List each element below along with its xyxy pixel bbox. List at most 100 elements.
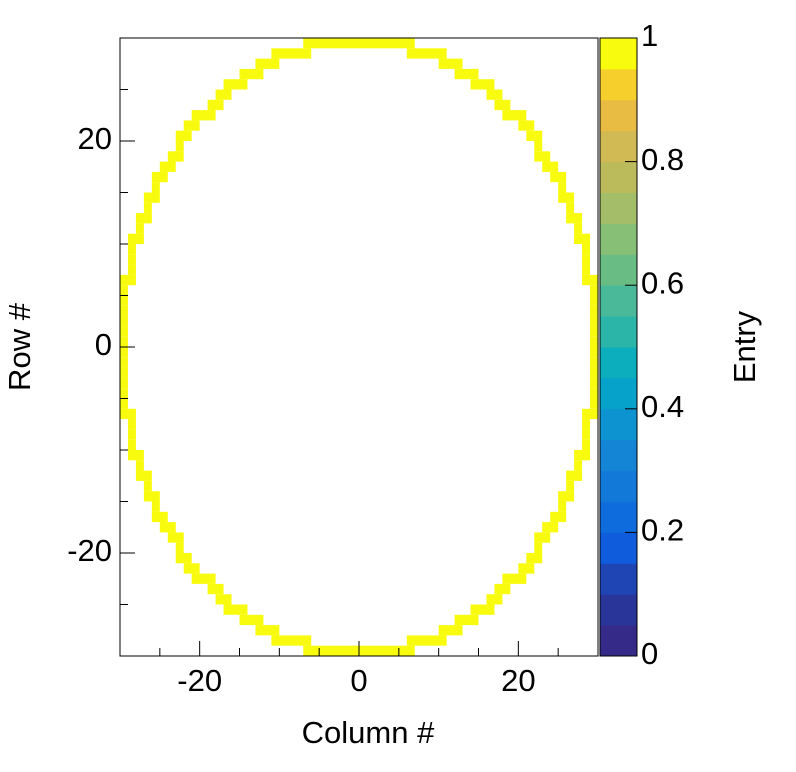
cell-run <box>590 367 598 378</box>
cell-run <box>534 141 543 152</box>
cell-run <box>438 625 463 636</box>
cell-run <box>590 398 598 409</box>
cell-run <box>151 182 160 193</box>
cell-run <box>127 439 136 450</box>
cell-run <box>502 573 527 584</box>
z-tick-label: 0.8 <box>641 142 684 177</box>
cell-run <box>143 480 152 492</box>
cell-run <box>255 625 280 636</box>
cell-run <box>590 357 598 368</box>
cell-run <box>127 233 144 244</box>
z-axis-label: Entry <box>727 310 762 383</box>
cell-run <box>127 264 136 275</box>
cell-run <box>127 254 136 265</box>
cell-run <box>215 89 232 100</box>
cell-run <box>135 213 152 224</box>
color-bin <box>600 532 637 564</box>
color-bin <box>600 38 637 70</box>
cell-run <box>207 583 224 595</box>
y-tick-label: 0 <box>95 327 112 362</box>
cell-run <box>127 419 136 430</box>
cell-run <box>518 120 535 131</box>
cell-run <box>582 244 591 255</box>
cell-run <box>135 460 144 471</box>
cell-run <box>120 285 128 296</box>
cell-run <box>120 336 128 347</box>
cell-run <box>191 110 216 121</box>
color-bin <box>600 470 637 502</box>
cell-run <box>542 522 559 533</box>
cell-run <box>566 480 575 492</box>
cell-run <box>120 274 136 286</box>
color-bin <box>600 99 637 132</box>
cell-run <box>207 99 224 111</box>
cell-run <box>566 202 575 214</box>
cell-run <box>215 594 232 605</box>
cell-run <box>120 388 128 399</box>
cell-run <box>470 79 495 90</box>
cell-run <box>558 182 567 193</box>
z-tick-label: 0.4 <box>641 389 684 424</box>
cell-run <box>183 120 200 131</box>
cell-run <box>582 254 591 265</box>
cell-run <box>470 604 495 615</box>
cell-run <box>120 367 128 378</box>
color-bin <box>600 439 637 472</box>
cell-run <box>582 264 591 275</box>
cell-run <box>120 326 128 337</box>
cell-run <box>438 58 463 69</box>
cell-run <box>590 388 598 399</box>
cell-run <box>534 532 551 543</box>
y-tick-label: -20 <box>67 533 112 568</box>
cell-run <box>120 408 136 420</box>
cell-run <box>494 583 511 595</box>
cell-run <box>120 347 128 358</box>
cell-run <box>542 161 559 172</box>
cell-run <box>183 563 200 574</box>
color-bin <box>600 594 637 626</box>
color-bin <box>600 316 637 348</box>
cell-run <box>167 151 184 162</box>
cell-run <box>120 398 128 409</box>
cell-run <box>127 429 136 440</box>
cell-run <box>574 223 583 234</box>
cell-run <box>120 295 128 306</box>
cell-run <box>255 58 280 69</box>
cell-run <box>127 244 136 255</box>
color-bin <box>600 377 637 410</box>
color-bin <box>600 130 637 163</box>
cell-run <box>151 171 168 183</box>
cell-run <box>271 48 312 59</box>
cell-run <box>486 89 503 100</box>
color-bin <box>600 347 637 379</box>
x-tick-label: -20 <box>177 663 222 698</box>
cell-run <box>590 316 598 327</box>
cell-run <box>406 48 447 59</box>
cell-run <box>518 563 535 574</box>
cell-run <box>582 429 591 440</box>
cell-run <box>120 377 128 389</box>
cell-run <box>239 68 264 80</box>
cell-run <box>223 604 248 615</box>
cell-run <box>590 305 598 317</box>
cell-run <box>582 439 591 450</box>
cell-run <box>590 285 598 296</box>
cell-run <box>175 542 184 553</box>
y-axis-label: Row # <box>2 302 37 391</box>
cell-run <box>486 594 503 605</box>
cell-run <box>558 192 575 203</box>
cell-run <box>590 377 598 389</box>
x-axis-label: Column # <box>302 715 435 750</box>
cell-run <box>143 202 152 214</box>
cell-run <box>120 357 128 368</box>
cell-run <box>151 501 160 512</box>
cell-run <box>175 141 184 152</box>
cell-run <box>574 450 591 461</box>
cell-run <box>191 573 216 584</box>
cell-run <box>526 130 543 141</box>
cell-run <box>406 635 447 646</box>
cell-run <box>566 470 583 481</box>
cell-run <box>558 501 567 512</box>
cell-run <box>159 522 176 533</box>
